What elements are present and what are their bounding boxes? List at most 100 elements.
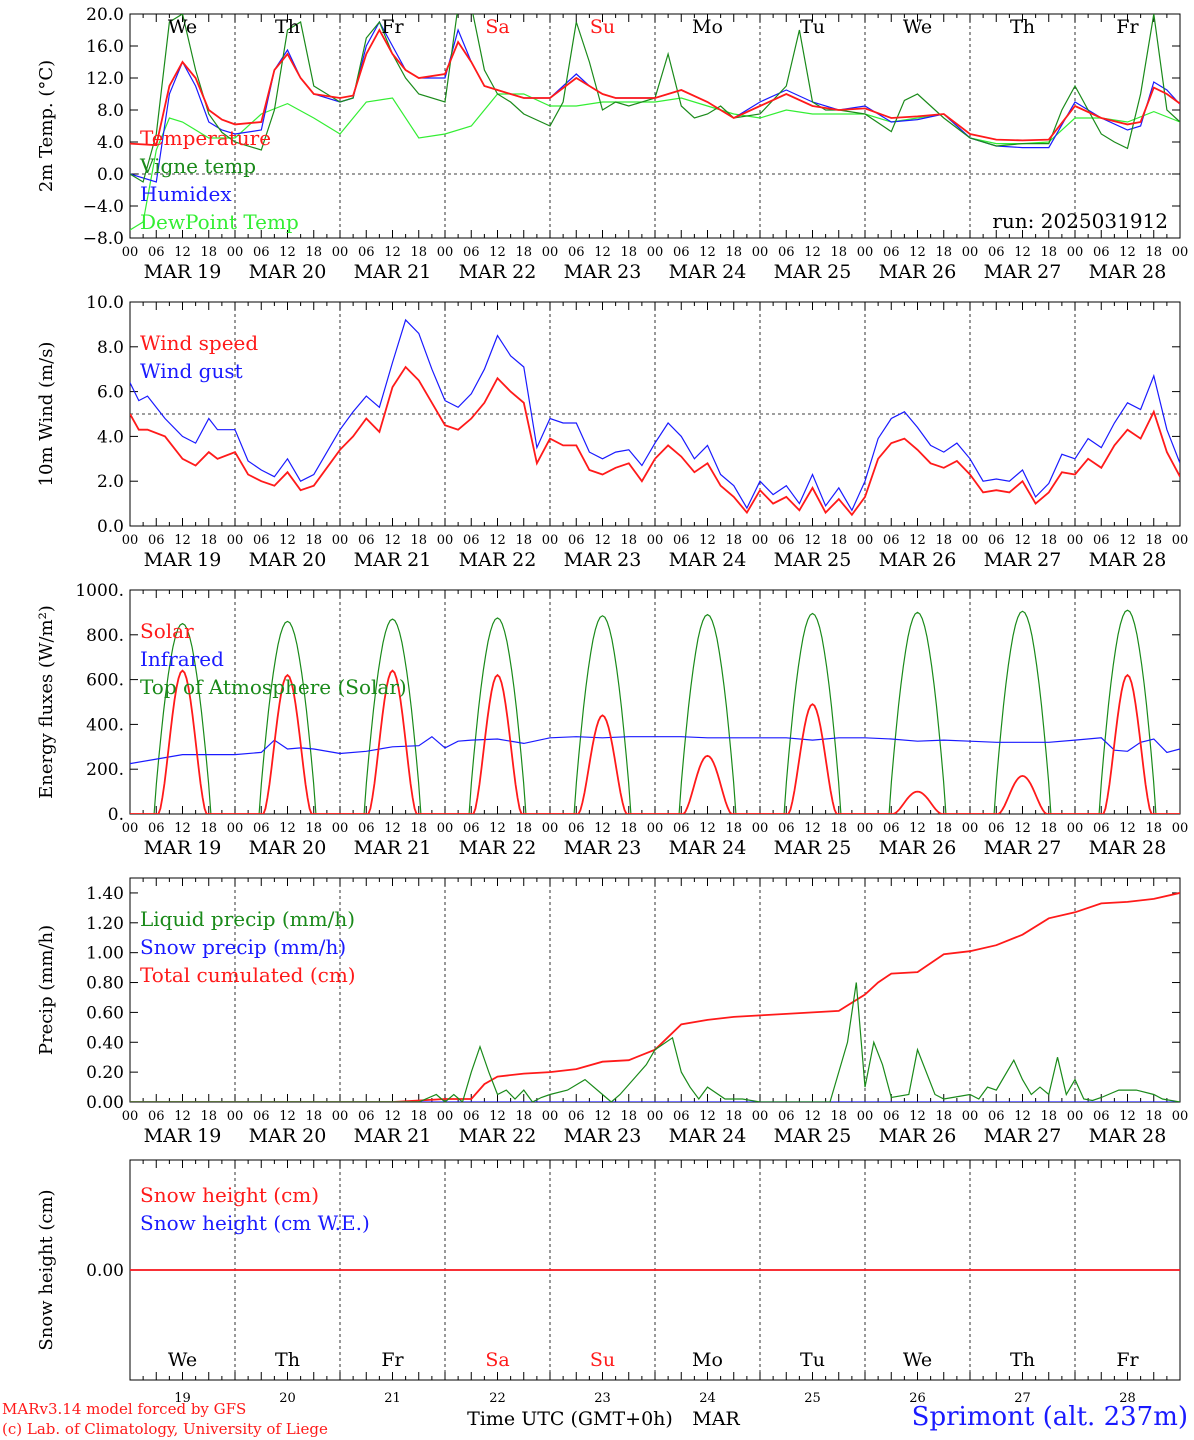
x-hour-label: 00 xyxy=(542,1109,559,1124)
x-date-label: MAR 23 xyxy=(564,261,642,283)
x-hour-label: 12 xyxy=(1014,1109,1031,1124)
y-tick-label: −4.0 xyxy=(83,197,124,217)
x-date-label: MAR 21 xyxy=(354,1125,432,1147)
x-hour-label: 18 xyxy=(1145,245,1162,260)
x-hour-label: 00 xyxy=(752,245,769,260)
x-hour-label: 12 xyxy=(1014,821,1031,836)
x-hour-label: 18 xyxy=(935,821,952,836)
y-tick-label: 0. xyxy=(108,805,124,825)
x-hour-label: 12 xyxy=(1119,1109,1136,1124)
y-tick-label: 400. xyxy=(86,715,124,735)
x-hour-label: 12 xyxy=(804,1109,821,1124)
x-date-label: MAR 23 xyxy=(564,1125,642,1147)
x-hour-label: 06 xyxy=(148,533,165,548)
x-hour-label: 06 xyxy=(463,821,480,836)
footer-model-text: MARv3.14 model forced by GFS xyxy=(2,1400,247,1418)
y-tick-label: 600. xyxy=(86,671,124,691)
station-title: Sprimont (alt. 237m) xyxy=(911,1402,1188,1432)
x-date-label: MAR 21 xyxy=(354,549,432,571)
x-date-label: MAR 23 xyxy=(564,837,642,859)
x-hour-label: 12 xyxy=(909,245,926,260)
x-hour-label: 12 xyxy=(594,245,611,260)
x-hour-label: 00 xyxy=(122,821,139,836)
y-tick-label: 12.0 xyxy=(86,69,124,89)
x-hour-label: 18 xyxy=(1145,821,1162,836)
series-line-liquid-precip-mm-h- xyxy=(130,982,1180,1102)
day-number-label: 21 xyxy=(384,1391,401,1406)
x-hour-label: 00 xyxy=(437,1109,454,1124)
x-hour-label: 06 xyxy=(778,821,795,836)
x-date-label: MAR 20 xyxy=(249,549,327,571)
legend-entry: Snow height (cm W.E.) xyxy=(140,1211,370,1235)
x-hour-label: 18 xyxy=(410,821,427,836)
x-date-label: MAR 22 xyxy=(459,837,537,859)
x-hour-label: 18 xyxy=(620,533,637,548)
x-date-label: MAR 24 xyxy=(669,1125,747,1147)
x-hour-label: 18 xyxy=(620,245,637,260)
x-hour-label: 18 xyxy=(1040,821,1057,836)
x-hour-label: 06 xyxy=(253,245,270,260)
y-tick-label: 0.00 xyxy=(86,1093,124,1113)
x-hour-label: 06 xyxy=(253,1109,270,1124)
panel-temperature: 20.016.012.08.04.00.0−4.0−8.000 06 12 18MAR… xyxy=(36,5,1188,283)
x-hour-label: 06 xyxy=(463,245,480,260)
x-hour-label: 00 xyxy=(647,245,664,260)
x-date-label: MAR 25 xyxy=(774,1125,852,1147)
x-hour-label: 06 xyxy=(568,1109,585,1124)
x-date-label: MAR 25 xyxy=(774,261,852,283)
y-tick-label: 0.40 xyxy=(86,1033,124,1053)
x-hour-label: 18 xyxy=(725,1109,742,1124)
x-hour-label: 00 xyxy=(227,245,244,260)
legend-entry: Infrared xyxy=(140,647,224,671)
day-number-label: 20 xyxy=(279,1391,296,1406)
x-hour-label: 12 xyxy=(1119,533,1136,548)
y-axis-label: Precip (mm/h) xyxy=(36,925,57,1055)
x-hour-label: 12 xyxy=(279,245,296,260)
x-hour-label: 12 xyxy=(804,245,821,260)
y-tick-label: 0.00 xyxy=(86,1261,124,1281)
x-hour-label: 00 xyxy=(437,245,454,260)
x-hour-label: 00 xyxy=(1067,533,1084,548)
x-hour-label: 00 xyxy=(1172,245,1189,260)
x-hour-label: 06 xyxy=(673,245,690,260)
x-hour-label: 06 xyxy=(568,533,585,548)
x-hour-label: 18 xyxy=(1040,1109,1057,1124)
x-date-label: MAR 24 xyxy=(669,549,747,571)
x-hour-label: 06 xyxy=(883,821,900,836)
x-hour-label: 06 xyxy=(148,1109,165,1124)
x-hour-label: 18 xyxy=(1040,245,1057,260)
x-hour-label: 00 xyxy=(227,821,244,836)
x-hour-label: 18 xyxy=(305,533,322,548)
x-hour-label: 00 xyxy=(227,533,244,548)
weekday-label: Mo xyxy=(692,16,723,38)
series-line-solar xyxy=(130,669,1180,814)
x-hour-label: 12 xyxy=(384,821,401,836)
series-line-dewpoint-temp xyxy=(130,93,1180,231)
x-hour-label: 06 xyxy=(253,821,270,836)
weekday-label: Sa xyxy=(485,16,509,38)
legend-entry: Total cumulated (cm) xyxy=(140,963,356,987)
x-hour-label: 18 xyxy=(1145,1109,1162,1124)
x-hour-label: 00 xyxy=(542,533,559,548)
legend-entry: Liquid precip (mm/h) xyxy=(140,907,355,931)
x-hour-label: 00 xyxy=(857,533,874,548)
y-tick-label: 0.60 xyxy=(86,1003,124,1023)
x-hour-label: 06 xyxy=(1093,1109,1110,1124)
series-line-infrared xyxy=(130,735,1180,765)
x-hour-label: 06 xyxy=(148,821,165,836)
y-tick-label: −8.0 xyxy=(83,229,124,249)
x-hour-label: 06 xyxy=(358,821,375,836)
footer-copyright-text: (c) Lab. of Climatology, University of L… xyxy=(2,1420,328,1438)
x-hour-label: 18 xyxy=(725,245,742,260)
weekday-label: Th xyxy=(1010,1349,1035,1371)
x-hour-label: 18 xyxy=(515,245,532,260)
x-hour-label: 00 xyxy=(122,1109,139,1124)
x-date-label: MAR 25 xyxy=(774,837,852,859)
x-hour-label: 18 xyxy=(830,821,847,836)
x-hour-label: 12 xyxy=(174,245,191,260)
x-date-label: MAR 20 xyxy=(249,261,327,283)
x-hour-label: 18 xyxy=(305,821,322,836)
x-hour-label: 18 xyxy=(935,245,952,260)
x-hour-label: 12 xyxy=(594,821,611,836)
